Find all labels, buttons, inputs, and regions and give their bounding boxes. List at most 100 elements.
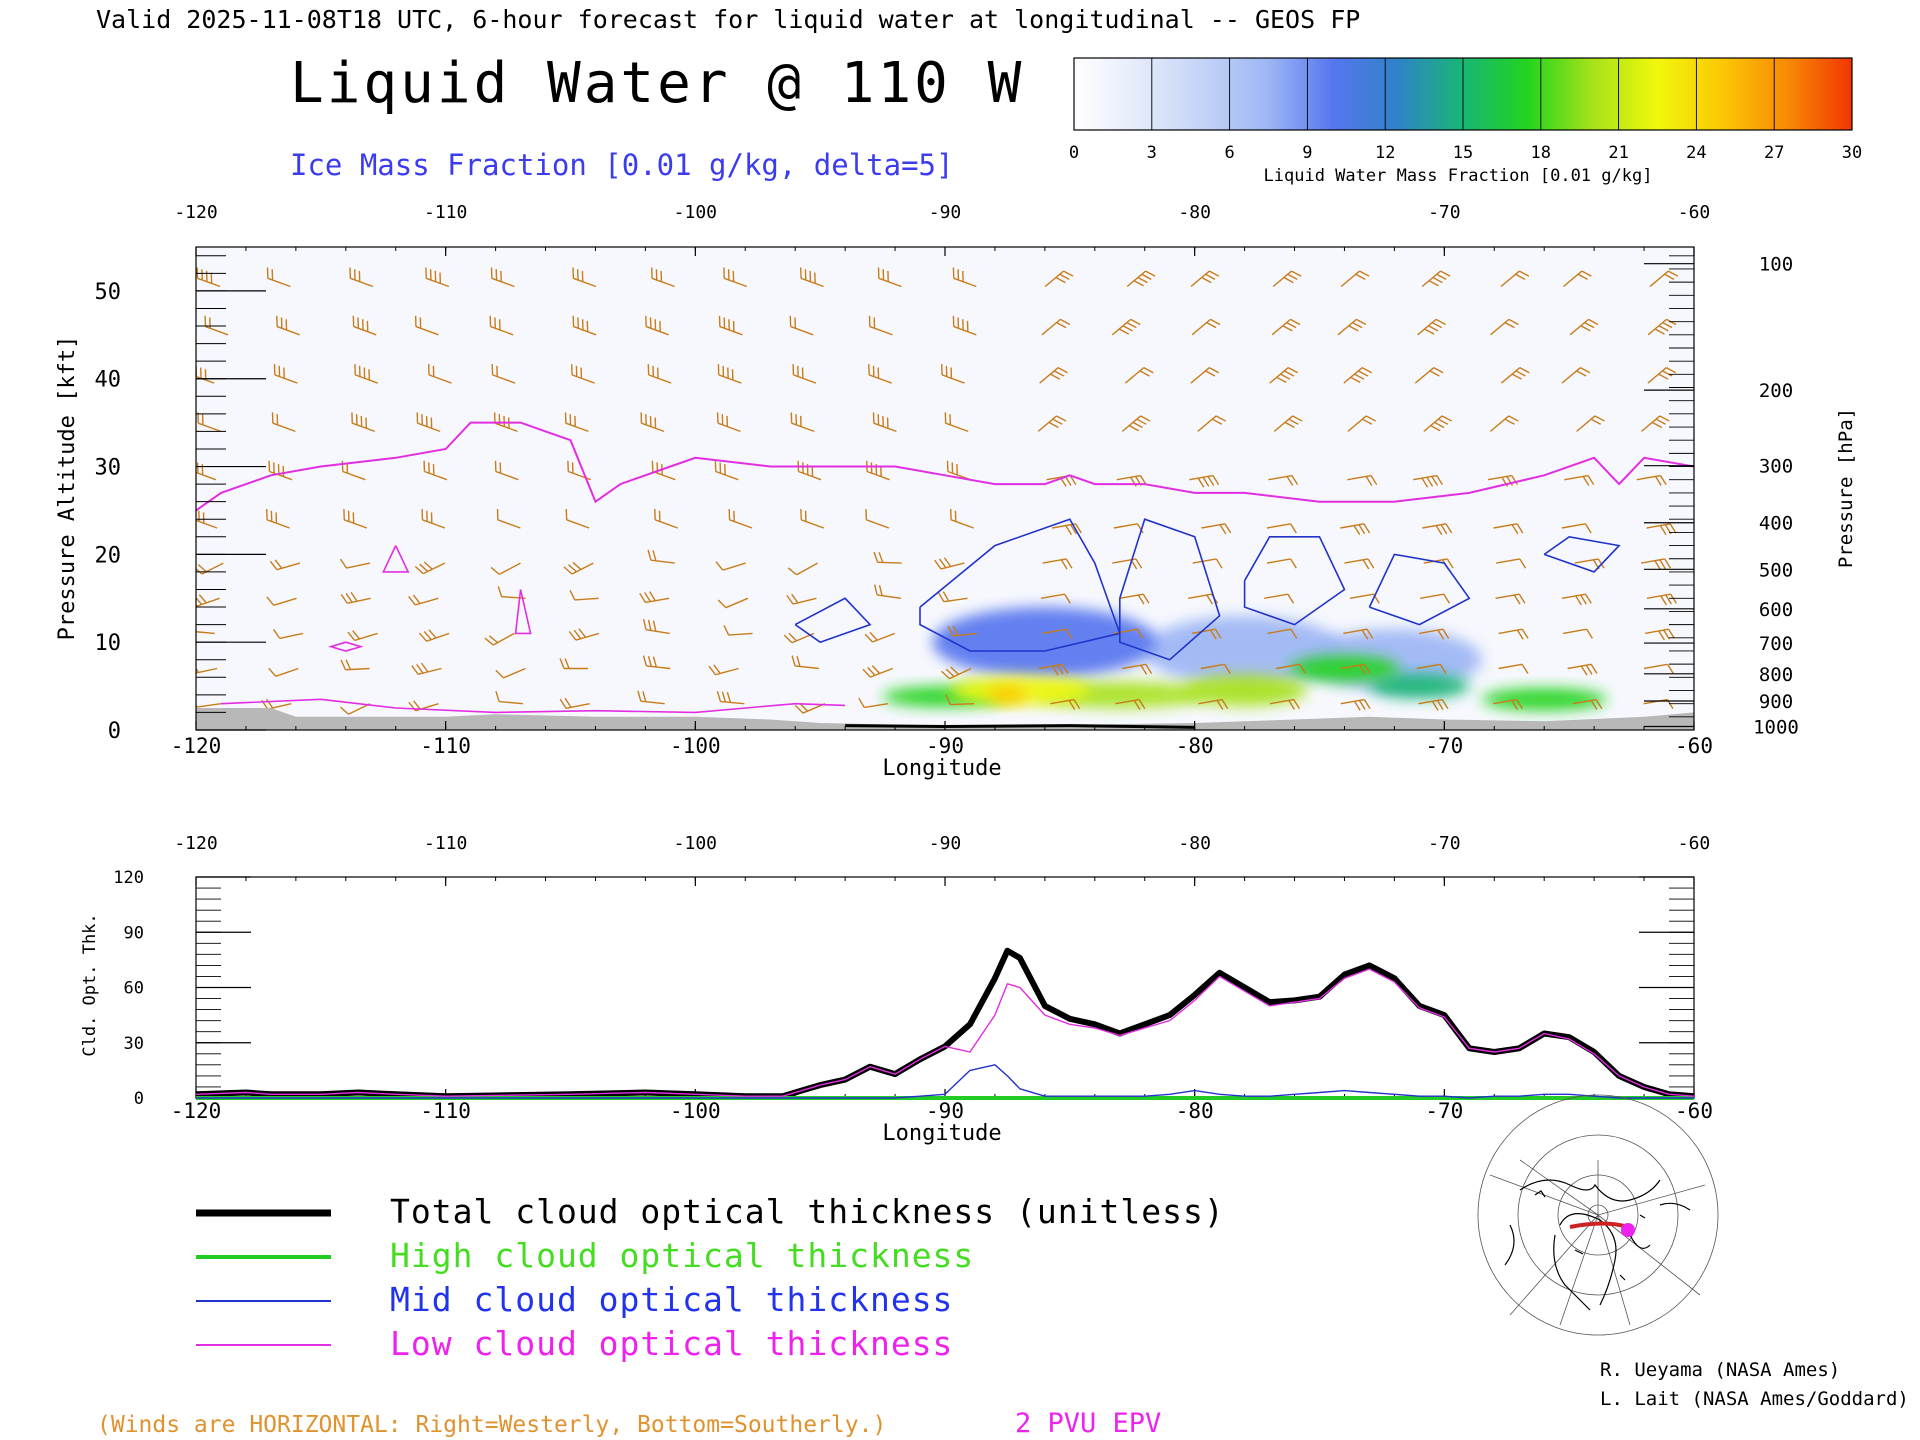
wind-barb <box>1200 663 1231 674</box>
wind-barb <box>339 703 371 715</box>
x-top-tick-label: -100 <box>674 833 717 854</box>
wind-barb <box>411 662 442 675</box>
y-tick-label: 10 <box>95 631 122 656</box>
colorbar-tick-label: 15 <box>1453 143 1473 163</box>
x-top-tick-label: -120 <box>174 833 217 854</box>
wind-barb <box>1340 663 1371 675</box>
wind-barb <box>428 364 452 384</box>
ice-mass-contour <box>1243 535 1346 626</box>
wind-barb <box>421 509 446 529</box>
wind-barb <box>1044 270 1074 288</box>
wind-barb <box>1418 698 1449 711</box>
page-title: Liquid Water @ 110 W <box>290 51 1024 116</box>
wind-barb <box>1490 318 1519 336</box>
wind-barb <box>1264 593 1295 604</box>
wind-barb <box>339 558 371 569</box>
wind-barb <box>708 664 739 676</box>
wind-barb <box>569 589 599 601</box>
wind-barb <box>559 697 590 709</box>
ice-mass-contour <box>1543 535 1621 573</box>
wind-barb <box>1337 318 1367 336</box>
wind-barb <box>1271 318 1301 336</box>
wind-barb <box>1126 270 1156 288</box>
x-top-tick-label: -70 <box>1428 202 1461 223</box>
pressure-tick-label: 200 <box>1759 380 1793 402</box>
wind-barb <box>868 364 892 384</box>
wind-barb <box>489 315 514 336</box>
wind-barb <box>1422 523 1453 536</box>
wind-barb <box>1562 628 1594 639</box>
wind-barb <box>1121 415 1151 432</box>
wind-barb <box>1050 698 1081 710</box>
liquid-water-blob <box>1369 673 1470 699</box>
wind-barb <box>728 509 753 529</box>
wind-barb <box>425 267 450 288</box>
wind-barb <box>1267 628 1298 639</box>
wind-barb <box>944 412 969 433</box>
wind-barb <box>1500 270 1530 288</box>
x-tick-label: -100 <box>670 734 721 758</box>
wind-barb <box>1197 415 1227 432</box>
wind-barb <box>1493 523 1524 535</box>
x-tick-label: -90 <box>926 1099 964 1123</box>
wind-barb <box>196 663 218 675</box>
wind-barb <box>1561 593 1592 606</box>
wind-barb <box>723 625 753 636</box>
wind-barb <box>1561 523 1592 534</box>
colorbar-label: Liquid Water Mass Fraction [0.01 g/kg] <box>1264 166 1653 186</box>
wind-barb <box>952 267 977 288</box>
y-tick-label: 0 <box>134 1089 144 1109</box>
wind-barb <box>269 559 301 571</box>
series-line-3 <box>195 968 1695 1097</box>
y-tick-label: 120 <box>113 868 144 888</box>
wind-barb <box>1041 318 1071 336</box>
wind-barb <box>563 561 594 575</box>
wind-barb <box>715 561 746 571</box>
wind-barb <box>1340 523 1371 536</box>
wind-barb <box>647 549 675 564</box>
wind-barb <box>1423 415 1453 432</box>
series-line-2 <box>196 1064 1694 1099</box>
wind-barb <box>349 267 374 288</box>
x-tick-label: -120 <box>171 734 222 758</box>
wind-barb <box>414 315 439 336</box>
liquid-water-cross-section: -120 -120 -110 -110 -100 -100 -90 -90 -80 -80 -70 -… <box>95 202 1799 758</box>
x-top-tick-label: -60 <box>1678 833 1711 854</box>
main-right-axis-label: Pressure [hPa] <box>1835 408 1857 568</box>
wind-barb <box>1040 593 1071 604</box>
wind-barb <box>1489 415 1519 432</box>
wind-barb <box>266 596 297 606</box>
x-tick-label: -80 <box>1176 734 1214 758</box>
wind-barb <box>408 594 439 606</box>
wind-barb <box>352 315 377 336</box>
legend-label: Mid cloud optical thickness <box>390 1280 953 1319</box>
x-tick-label: -100 <box>670 1099 721 1123</box>
y-tick-label: 90 <box>124 923 144 943</box>
wind-barb <box>1569 318 1599 336</box>
line-y-axis-label: Cld. Opt. Thk. <box>80 913 100 1056</box>
wind-barb <box>1500 367 1530 384</box>
wind-barb <box>937 591 968 603</box>
wind-barb <box>1498 663 1529 674</box>
legend-label: High cloud optical thickness <box>390 1236 974 1275</box>
wind-barb <box>1495 593 1526 605</box>
colorbar-tick-label: 12 <box>1375 143 1395 163</box>
wind-barb <box>495 667 526 679</box>
wind-barb <box>1111 318 1141 336</box>
pressure-tick-label: 300 <box>1759 456 1793 478</box>
wind-barb <box>494 460 519 481</box>
wind-barb <box>1498 628 1529 640</box>
wind-barb <box>792 364 817 384</box>
section-marker <box>1621 1223 1635 1237</box>
wind-barb <box>1113 628 1144 639</box>
pressure-tick-label: 600 <box>1759 599 1793 621</box>
wind-barb <box>418 629 450 642</box>
wind-barb <box>572 267 597 288</box>
wind-barb <box>559 658 589 670</box>
pressure-tick-label: 900 <box>1759 691 1793 713</box>
wind-barb <box>490 562 521 575</box>
surface-line <box>845 724 1195 729</box>
wind-barb <box>266 509 290 529</box>
credit-2: L. Lait (NASA Ames/Goddard) <box>1600 1388 1909 1410</box>
wind-barb <box>1266 523 1297 534</box>
